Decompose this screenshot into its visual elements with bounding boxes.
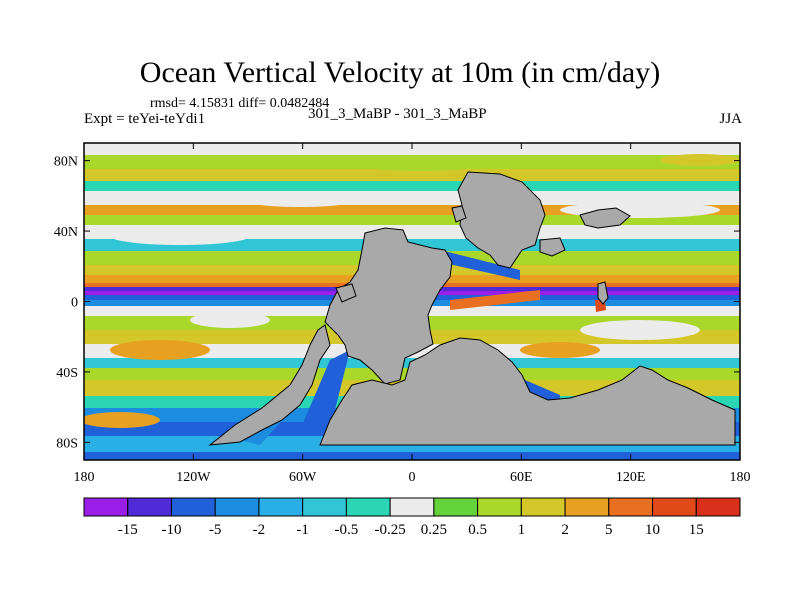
colorbar-label: -15 bbox=[118, 522, 138, 538]
land-mass bbox=[451, 205, 467, 223]
colorbar-label: 10 bbox=[645, 522, 660, 538]
x-tick-label: 120W bbox=[176, 470, 211, 485]
colorbar-swatch bbox=[127, 497, 172, 517]
colorbar-swatch bbox=[258, 497, 304, 517]
land-mass bbox=[335, 283, 357, 303]
colorbar-label: 1 bbox=[518, 522, 526, 538]
colorbar-swatch bbox=[170, 497, 216, 517]
colorbar-swatch bbox=[345, 497, 391, 517]
x-tick-label: 180 bbox=[730, 470, 751, 485]
colorbar-swatch bbox=[652, 497, 697, 517]
colorbar-swatch bbox=[695, 497, 741, 517]
colorbar-label: -1 bbox=[296, 522, 309, 538]
colorbar-label: 0.25 bbox=[421, 522, 447, 538]
y-tick-label: 80N bbox=[54, 155, 78, 170]
y-tick-label: 80S bbox=[56, 436, 78, 451]
x-tick-label: 120E bbox=[616, 470, 646, 485]
colorbar-swatch bbox=[214, 497, 260, 517]
colorbar-label: 15 bbox=[689, 522, 704, 538]
land-mass bbox=[597, 281, 609, 305]
colorbar-label: -0.25 bbox=[375, 522, 406, 538]
y-tick-label: 0 bbox=[71, 296, 78, 311]
x-tick-label: 60W bbox=[289, 470, 317, 485]
colorbar-label: -2 bbox=[253, 522, 266, 538]
colorbar-swatch bbox=[608, 497, 654, 517]
colorbar-label: -10 bbox=[161, 522, 181, 538]
colorbar-label: 0.5 bbox=[468, 522, 487, 538]
colorbar: -15 -10 -5 -2 -1 -0.5 -0.25 0.25 0.5 1 2 5 10 15 bbox=[83, 497, 741, 538]
colorbar-swatch bbox=[477, 497, 522, 517]
velocity-field bbox=[84, 143, 740, 460]
colorbar-swatch bbox=[389, 497, 435, 517]
colorbar-swatch bbox=[302, 497, 347, 517]
land-mass bbox=[324, 227, 453, 385]
y-tick-label: 40N bbox=[54, 225, 78, 240]
stats-label: rmsd= 4.15831 diff= 0.0482484 bbox=[150, 96, 330, 111]
land-mass bbox=[579, 207, 631, 229]
colorbar-label: 2 bbox=[561, 522, 569, 538]
colorbar-swatch bbox=[433, 497, 479, 517]
colorbar-label: -0.5 bbox=[335, 522, 359, 538]
colorbar-swatch bbox=[83, 497, 129, 517]
chart-title: Ocean Vertical Velocity at 10m (in cm/da… bbox=[139, 56, 661, 89]
land-mass bbox=[208, 324, 331, 446]
land-mass bbox=[539, 237, 566, 257]
x-tick-label: 0 bbox=[409, 470, 416, 485]
experiment-label: Expt = teYei-teYdi1 bbox=[84, 111, 206, 127]
colorbar-swatch bbox=[564, 497, 610, 517]
colorbar-swatch bbox=[520, 497, 566, 517]
x-tick-label: 60E bbox=[510, 470, 533, 485]
cases-label: 301_3_MaBP - 301_3_MaBP bbox=[308, 106, 487, 122]
y-axis: 80N 40N 0 40S 80S bbox=[54, 155, 740, 451]
season-label: JJA bbox=[719, 111, 742, 127]
y-tick-label: 40S bbox=[56, 366, 78, 381]
land-mass bbox=[319, 337, 736, 446]
colorbar-label: -5 bbox=[209, 522, 222, 538]
colorbar-label: 5 bbox=[605, 522, 613, 538]
x-tick-label: 180 bbox=[74, 470, 95, 485]
x-axis: 180 120W 60W 0 60E 120E 180 bbox=[74, 143, 751, 485]
